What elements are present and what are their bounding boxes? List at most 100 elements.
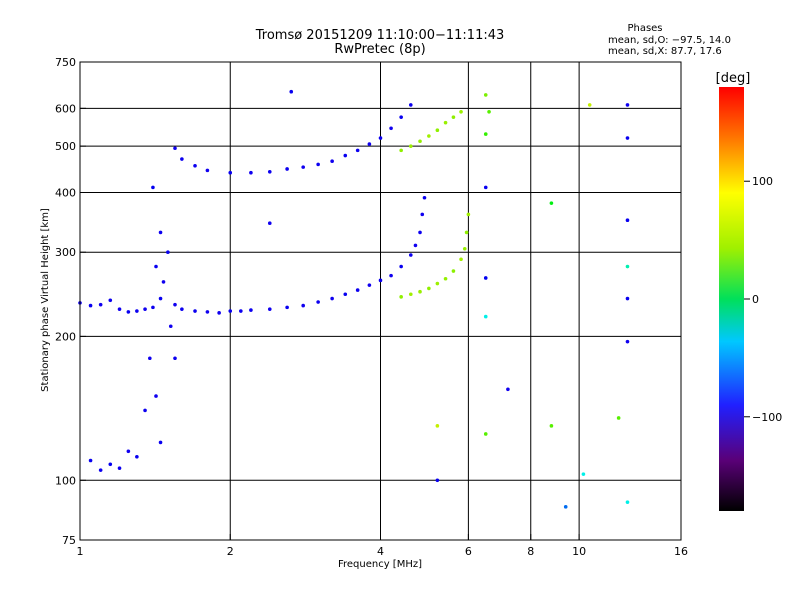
colorbar-ticks: 100 0 −100: [744, 175, 782, 424]
data-point: [483, 132, 488, 136]
data-point: [625, 500, 630, 504]
chart-subtitle: RwPretec (8p): [334, 42, 425, 57]
data-point: [343, 292, 348, 297]
data-point: [427, 134, 431, 138]
data-point: [205, 168, 210, 173]
data-point: [487, 110, 491, 114]
data-point: [462, 246, 467, 251]
x-tick-label: 4: [377, 545, 384, 558]
colorbar-tick-label: 0: [752, 293, 759, 306]
colorbar: [719, 87, 744, 511]
data-point: [427, 286, 431, 291]
y-tick-label: 750: [55, 56, 76, 69]
x-tick-label: 1: [77, 545, 84, 558]
data-point: [378, 136, 383, 140]
stats-heading: Phases: [627, 23, 662, 34]
data-point: [378, 278, 383, 283]
data-point: [399, 115, 403, 119]
data-point: [88, 458, 93, 463]
data-point: [625, 136, 630, 140]
data-point: [166, 250, 170, 255]
data-point: [581, 472, 586, 476]
data-point: [285, 305, 289, 310]
data-point: [217, 311, 221, 315]
data-point: [316, 300, 320, 304]
data-point: [413, 243, 418, 248]
y-tick-label: 600: [55, 102, 76, 115]
y-axis-label: Stationary phase Virtual Height [km]: [40, 208, 51, 392]
data-point: [117, 307, 122, 311]
stats-x-mode: mean, sd,X: 87.7, 17.6: [608, 46, 722, 57]
data-point: [625, 264, 630, 269]
data-point: [135, 309, 139, 313]
data-point: [355, 288, 360, 292]
data-point: [135, 454, 139, 459]
data-point: [435, 128, 440, 132]
y-tick-label: 300: [55, 246, 76, 259]
y-tick-label: 75: [62, 534, 76, 547]
data-point: [459, 110, 463, 114]
data-point: [625, 296, 630, 301]
data-point: [418, 289, 422, 294]
grid-lines: [80, 62, 681, 540]
data-point: [399, 295, 403, 299]
data-point: [151, 305, 155, 310]
data-point: [451, 269, 456, 273]
x-axis-ticks: 1 2 4 6 8 10 16: [77, 534, 688, 558]
data-point: [151, 185, 155, 190]
data-point: [625, 218, 630, 223]
data-point: [148, 356, 152, 361]
x-axis-label: Frequency [MHz]: [338, 559, 422, 570]
colorbar-tick-label: −100: [752, 411, 782, 424]
data-point: [285, 167, 289, 171]
data-point: [108, 298, 113, 303]
data-point: [389, 126, 393, 131]
data-point: [117, 466, 122, 470]
data-point: [205, 310, 210, 314]
data-point: [173, 356, 177, 361]
data-point: [506, 387, 510, 392]
data-point: [316, 162, 320, 167]
data-point: [399, 148, 403, 153]
data-point: [126, 310, 131, 314]
data-point: [98, 302, 103, 307]
data-point: [625, 339, 630, 344]
data-point: [180, 307, 184, 311]
y-tick-label: 200: [55, 330, 76, 343]
y-tick-label: 100: [55, 474, 76, 487]
data-point: [435, 424, 440, 428]
data-point: [420, 212, 425, 217]
data-point: [464, 230, 469, 235]
x-tick-label: 6: [465, 545, 472, 558]
data-point: [228, 309, 233, 313]
data-point: [451, 115, 456, 119]
data-point: [587, 103, 592, 107]
data-point: [418, 139, 422, 144]
colorbar-unit-label: [deg]: [716, 71, 751, 86]
data-point: [239, 309, 243, 313]
data-point: [126, 449, 131, 454]
y-axis-ticks: 75 100 200 300 400 500 600 750: [55, 56, 86, 547]
data-point: [193, 163, 197, 168]
data-point: [267, 307, 272, 311]
data-point: [173, 146, 177, 151]
x-tick-label: 2: [227, 545, 234, 558]
data-point: [249, 170, 253, 175]
data-point: [154, 394, 158, 398]
data-point: [466, 212, 471, 217]
x-tick-label: 10: [572, 545, 586, 558]
data-point: [143, 408, 147, 413]
data-point: [483, 432, 488, 436]
data-point: [367, 283, 372, 287]
y-tick-label: 400: [55, 186, 76, 199]
data-point: [483, 93, 488, 97]
data-point: [483, 185, 488, 190]
data-point: [563, 505, 568, 509]
data-point: [193, 309, 197, 313]
data-point: [98, 468, 103, 472]
data-point: [408, 253, 413, 257]
data-point: [435, 478, 440, 483]
data-point: [158, 230, 163, 235]
data-point: [173, 302, 177, 307]
